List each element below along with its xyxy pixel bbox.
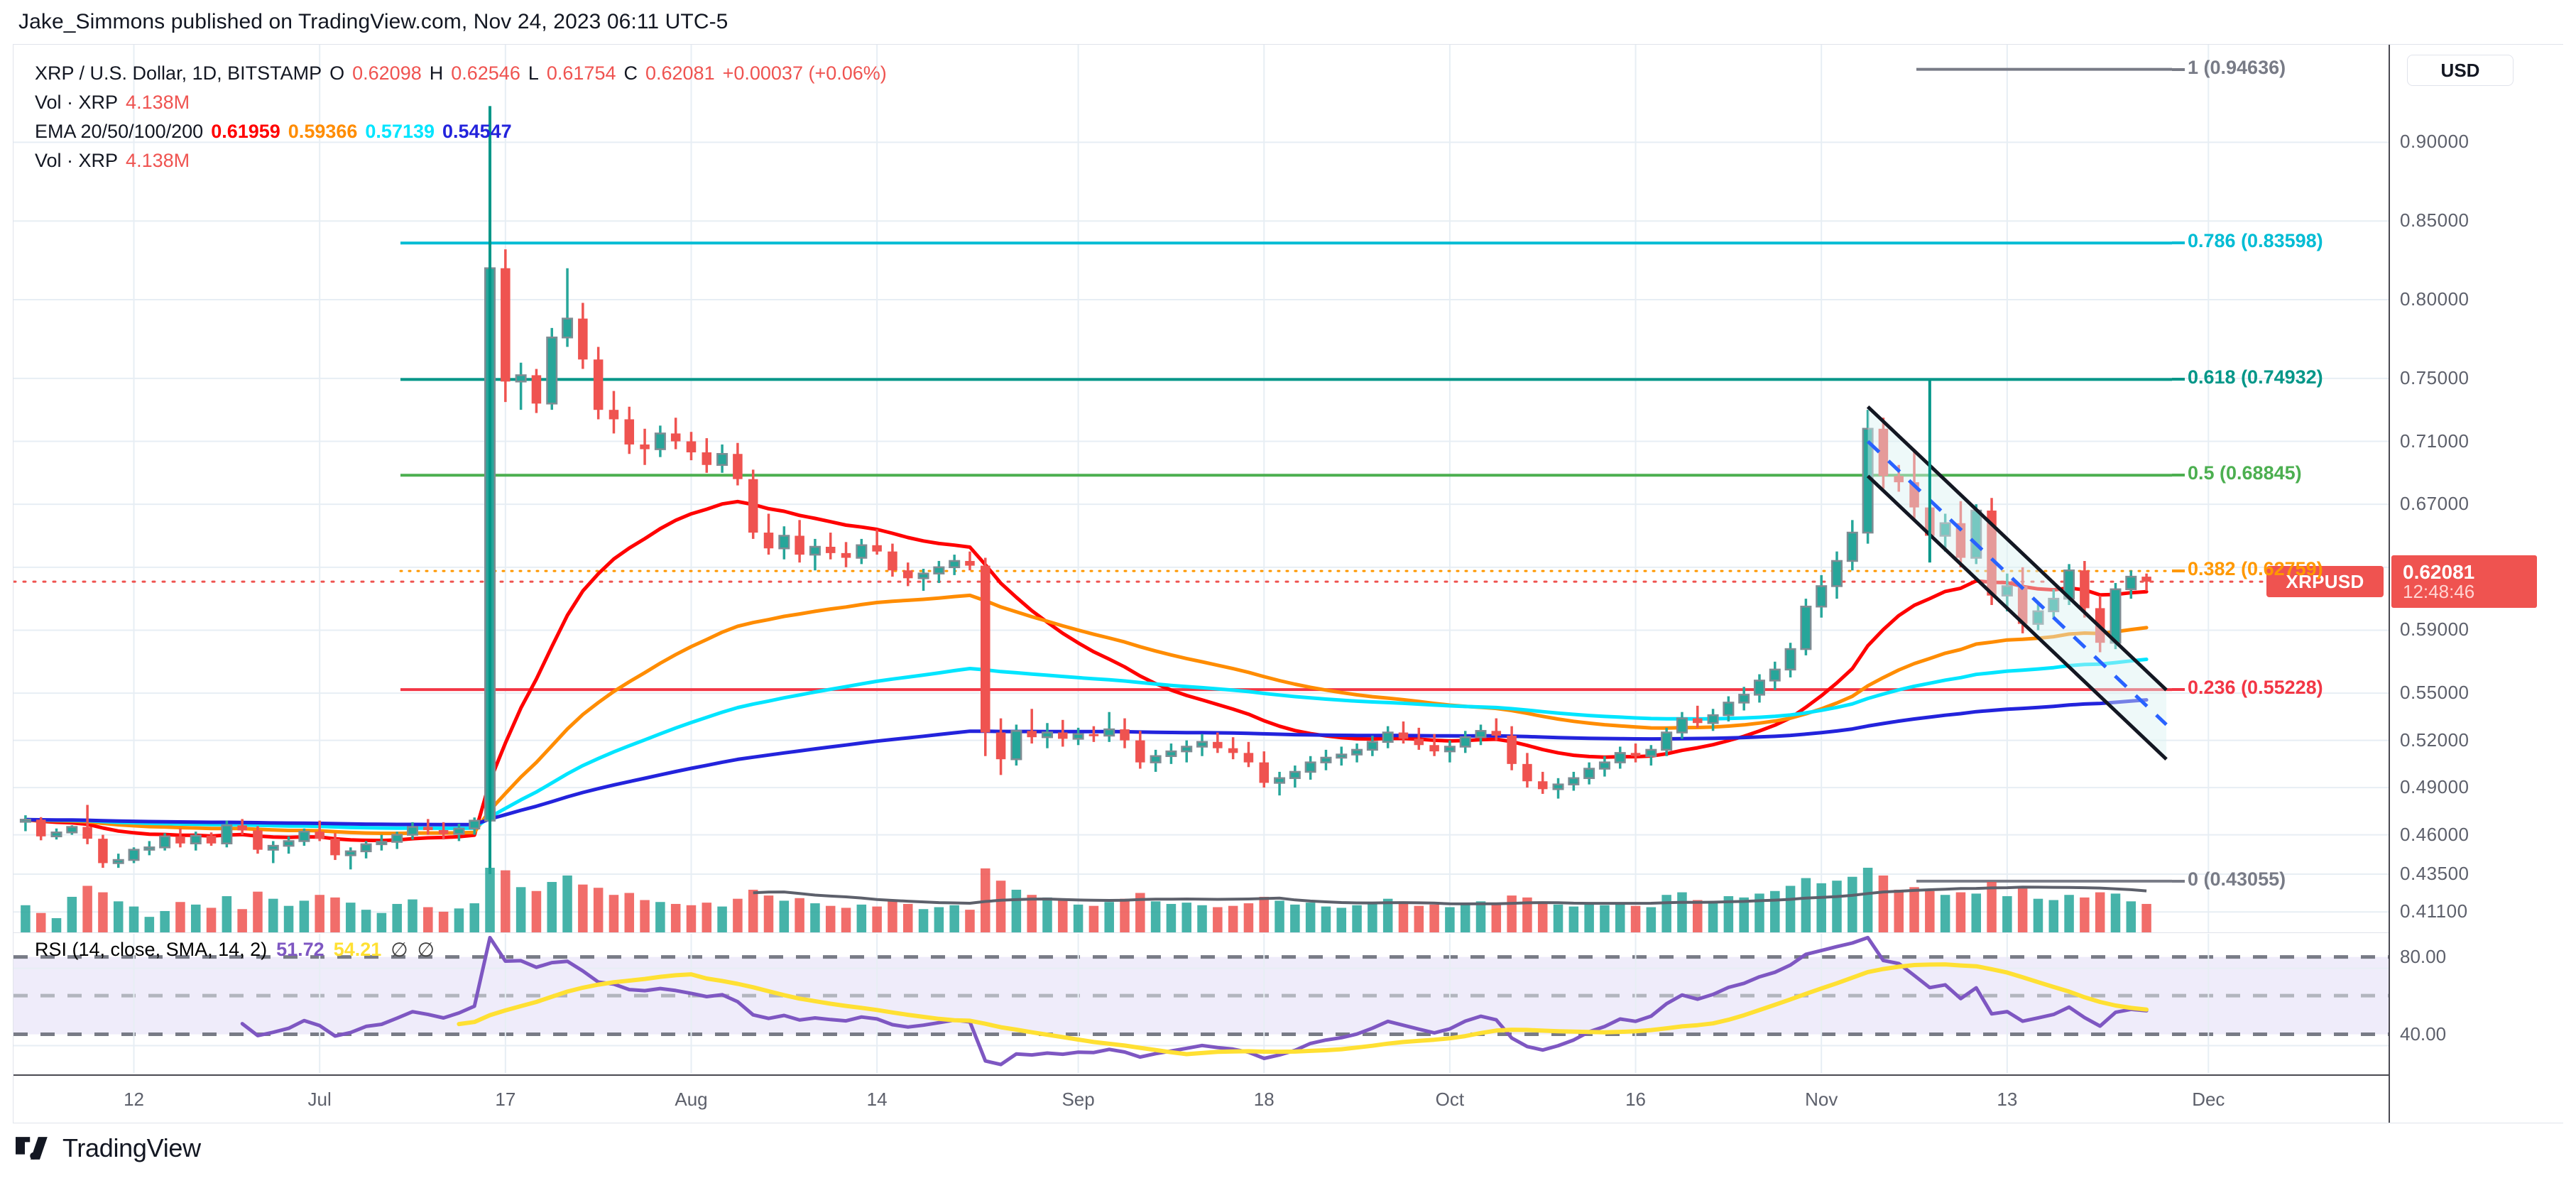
time-axis-tick: 14 (866, 1089, 888, 1110)
legend-volume-label-2: Vol · XRP (35, 150, 119, 171)
price-axis-tick: 0.85000 (2400, 209, 2469, 231)
time-axis-tick: Nov (1805, 1089, 1838, 1110)
rsi-axis-tick: 80.00 (2400, 945, 2447, 967)
fib-level-label: 0.5 (0.68845) (2188, 462, 2302, 484)
time-axis-tick: Aug (675, 1089, 708, 1110)
time-axis-tick: 13 (1997, 1089, 2018, 1110)
legend-close-value: 0.62081 (645, 62, 715, 84)
price-axis-tick: 0.49000 (2400, 776, 2469, 798)
time-axis-tick: 12 (124, 1089, 144, 1110)
fib-level-label: 1 (0.94636) (2188, 56, 2286, 78)
rsi-pane[interactable]: RSI (14, close, SMA, 14, 2) 51.72 54.21 … (13, 934, 2389, 1073)
price-axis-tick: 0.75000 (2400, 366, 2469, 388)
legend-low-value: 0.61754 (546, 62, 616, 84)
fib-level-tick (2172, 241, 2185, 245)
chart-legend: XRP / U.S. Dollar, 1D, BITSTAMP O 0.62098… (35, 59, 1242, 175)
rsi-value: 51.72 (276, 939, 324, 960)
legend-row-ema: EMA 20/50/100/200 0.61959 0.59366 0.5713… (35, 117, 1242, 146)
price-axis[interactable]: USD 0.90000 0.85000 0.80000 0.75000 0.71000 0… (2389, 45, 2563, 1123)
price-axis-tick: 0.55000 (2400, 682, 2469, 704)
time-axis-tick: Sep (1061, 1089, 1095, 1110)
fib-level-tick (2172, 688, 2185, 692)
fib-level-label: 0.236 (0.55228) (2188, 677, 2323, 699)
price-axis-tick: 0.67000 (2400, 493, 2469, 515)
fib-level-tick (2172, 67, 2185, 71)
legend-ema-label: EMA 20/50/100/200 (35, 121, 204, 142)
price-axis-tick: 0.43500 (2400, 862, 2469, 884)
rsi-sma-value: 54.21 (333, 939, 382, 960)
legend-symbol: XRP / U.S. Dollar, 1D, BITSTAMP (35, 62, 322, 84)
legend-ema50-value: 0.59366 (288, 121, 358, 142)
volume-band (13, 865, 2389, 932)
price-plot (13, 45, 2389, 932)
price-axis-tick: 0.41100 (2400, 900, 2468, 922)
legend-row-symbol: XRP / U.S. Dollar, 1D, BITSTAMP O 0.62098… (35, 59, 1242, 88)
legend-row-volume-2: Vol · XRP 4.138M (35, 146, 1242, 175)
legend-ema100-value: 0.57139 (365, 121, 435, 142)
fib-level-tick (2172, 378, 2185, 381)
fib-level-label: 0.786 (0.83598) (2188, 230, 2323, 252)
pane-divider (13, 932, 2389, 933)
rsi-plot (13, 934, 2389, 1073)
time-axis-tick: Dec (2192, 1089, 2225, 1110)
time-axis-tick: 16 (1625, 1089, 1647, 1110)
chart-frame[interactable]: RSI (14, close, SMA, 14, 2) 51.72 54.21 … (13, 44, 2563, 1123)
footer: TradingView (16, 1133, 201, 1163)
legend-low-label: L (528, 62, 539, 84)
fib-level-tick (2172, 879, 2185, 883)
legend-close-label: C (623, 62, 638, 84)
price-axis-tick: 0.46000 (2400, 823, 2469, 845)
time-axis[interactable]: 12 Jul 17 Aug 14 Sep 18 Oct 16 Nov 13 Dec (13, 1074, 2389, 1123)
time-axis-tick: 17 (495, 1089, 516, 1110)
time-axis-tick: Jul (307, 1089, 332, 1110)
rsi-legend: RSI (14, close, SMA, 14, 2) 51.72 54.21 … (35, 938, 435, 961)
fib-level-tick (2172, 474, 2185, 477)
fib-level-label: 0.382 (0.62759) (2188, 558, 2323, 580)
legend-change: +0.00037 (+0.06%) (722, 62, 887, 84)
price-axis-tick: 0.80000 (2400, 288, 2469, 310)
bar-countdown: 12:48:46 (2403, 581, 2475, 603)
fib-level-label: 0 (0.43055) (2188, 868, 2286, 890)
last-price-value: 0.62081 (2403, 560, 2475, 583)
legend-open-value: 0.62098 (352, 62, 422, 84)
fib-level-label: 0.618 (0.74932) (2188, 366, 2323, 388)
price-axis-tick: 0.59000 (2400, 618, 2469, 641)
rsi-na-2: ∅ (417, 939, 435, 961)
legend-high-value: 0.62546 (451, 62, 520, 84)
fib-level-tick (2172, 570, 2185, 573)
currency-chip[interactable]: USD (2407, 55, 2514, 86)
publisher-text: Jake_Simmons published on TradingView.co… (18, 10, 728, 33)
rsi-axis-tick: 40.00 (2400, 1023, 2447, 1045)
price-pane[interactable] (13, 45, 2389, 932)
price-axis-tick: 0.52000 (2400, 729, 2469, 751)
time-axis-tick: 18 (1253, 1089, 1275, 1110)
price-axis-tick: 0.71000 (2400, 430, 2469, 452)
time-axis-tick: Oct (1435, 1089, 1465, 1110)
legend-volume-value-2: 4.138M (126, 150, 190, 171)
tradingview-wordmark: TradingView (62, 1133, 201, 1162)
legend-open-label: O (329, 62, 345, 84)
legend-volume-label: Vol · XRP (35, 92, 119, 113)
symbol-flag: XRPUSD (2266, 566, 2384, 598)
price-axis-tick: 0.90000 (2400, 131, 2469, 153)
legend-high-label: H (429, 62, 444, 84)
tradingview-logo-icon (16, 1137, 48, 1160)
rsi-title: RSI (14, close, SMA, 14, 2) (35, 939, 268, 960)
rsi-na-1: ∅ (391, 939, 408, 961)
legend-ema20-value: 0.61959 (211, 121, 280, 142)
legend-ema200-value: 0.54547 (442, 121, 512, 142)
publisher-bar: Jake_Simmons published on TradingView.co… (0, 0, 2576, 44)
legend-row-volume: Vol · XRP 4.138M (35, 88, 1242, 117)
last-price-badge[interactable]: 0.62081 12:48:46 (2391, 555, 2537, 609)
legend-volume-value: 4.138M (126, 92, 190, 113)
